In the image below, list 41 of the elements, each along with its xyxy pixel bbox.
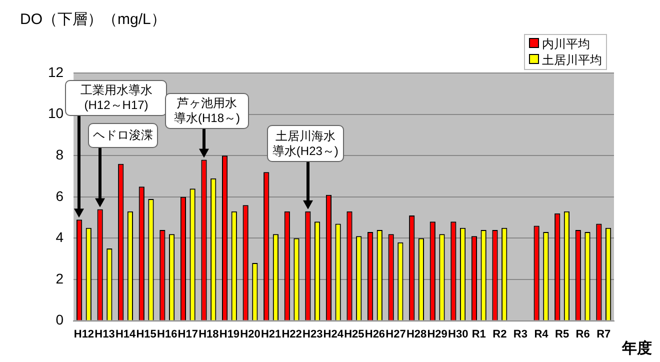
annotation: 芦ヶ池用水導水(H18～) — [172, 96, 241, 126]
x-tick-label: H21 — [260, 328, 282, 340]
x-tick-label: H16 — [157, 328, 178, 340]
x-tick-label: H29 — [427, 328, 448, 340]
x-tick-label: R1 — [472, 328, 486, 340]
x-tick-label: H24 — [323, 328, 344, 340]
y-tick-label: 8 — [56, 146, 64, 162]
x-tick-label: H30 — [448, 328, 468, 340]
x-tick-label: H19 — [219, 328, 240, 340]
y-tick-label: 6 — [56, 188, 64, 204]
y-tick-label: 12 — [48, 64, 64, 80]
annotation: ヘドロ浚渫 — [93, 128, 154, 143]
y-axis-title: DO（下層）（mg/L） — [20, 10, 166, 29]
x-tick-label: H28 — [406, 328, 427, 340]
legend-label: 土居川平均 — [542, 53, 602, 67]
y-tick-label: 0 — [56, 312, 64, 328]
x-tick-label: R4 — [534, 328, 550, 340]
x-tick-label: H26 — [364, 328, 386, 340]
x-tick-label: R7 — [596, 328, 611, 340]
x-tick-label: H15 — [136, 328, 156, 340]
x-axis-title: 年度 — [622, 339, 652, 358]
x-tick-label: R2 — [492, 328, 507, 340]
y-tick-label: 2 — [56, 270, 64, 286]
y-tick-label: 4 — [56, 229, 64, 246]
x-tick-label: H23 — [302, 328, 323, 340]
x-tick-label: H27 — [386, 328, 406, 340]
x-tick-label: H12 — [74, 328, 94, 340]
x-tick-label: H13 — [94, 328, 115, 340]
x-tick-label: R6 — [576, 328, 590, 340]
legend-label: 内川平均 — [542, 37, 590, 51]
y-tick-label: 10 — [48, 105, 64, 122]
x-tick-label: H18 — [198, 328, 219, 340]
annotation: 工業用水導水(H12～H17) — [79, 83, 154, 113]
annotation: 土居川海水導水(H23～) — [272, 128, 339, 158]
x-tick-label: H22 — [282, 328, 302, 340]
x-tick-label: H17 — [178, 328, 198, 340]
x-tick-label: R5 — [555, 328, 570, 340]
x-tick-label: R3 — [513, 328, 528, 340]
x-tick-label: H14 — [115, 328, 137, 340]
x-tick-label: H20 — [240, 328, 260, 340]
x-tick-label: H25 — [344, 328, 364, 340]
